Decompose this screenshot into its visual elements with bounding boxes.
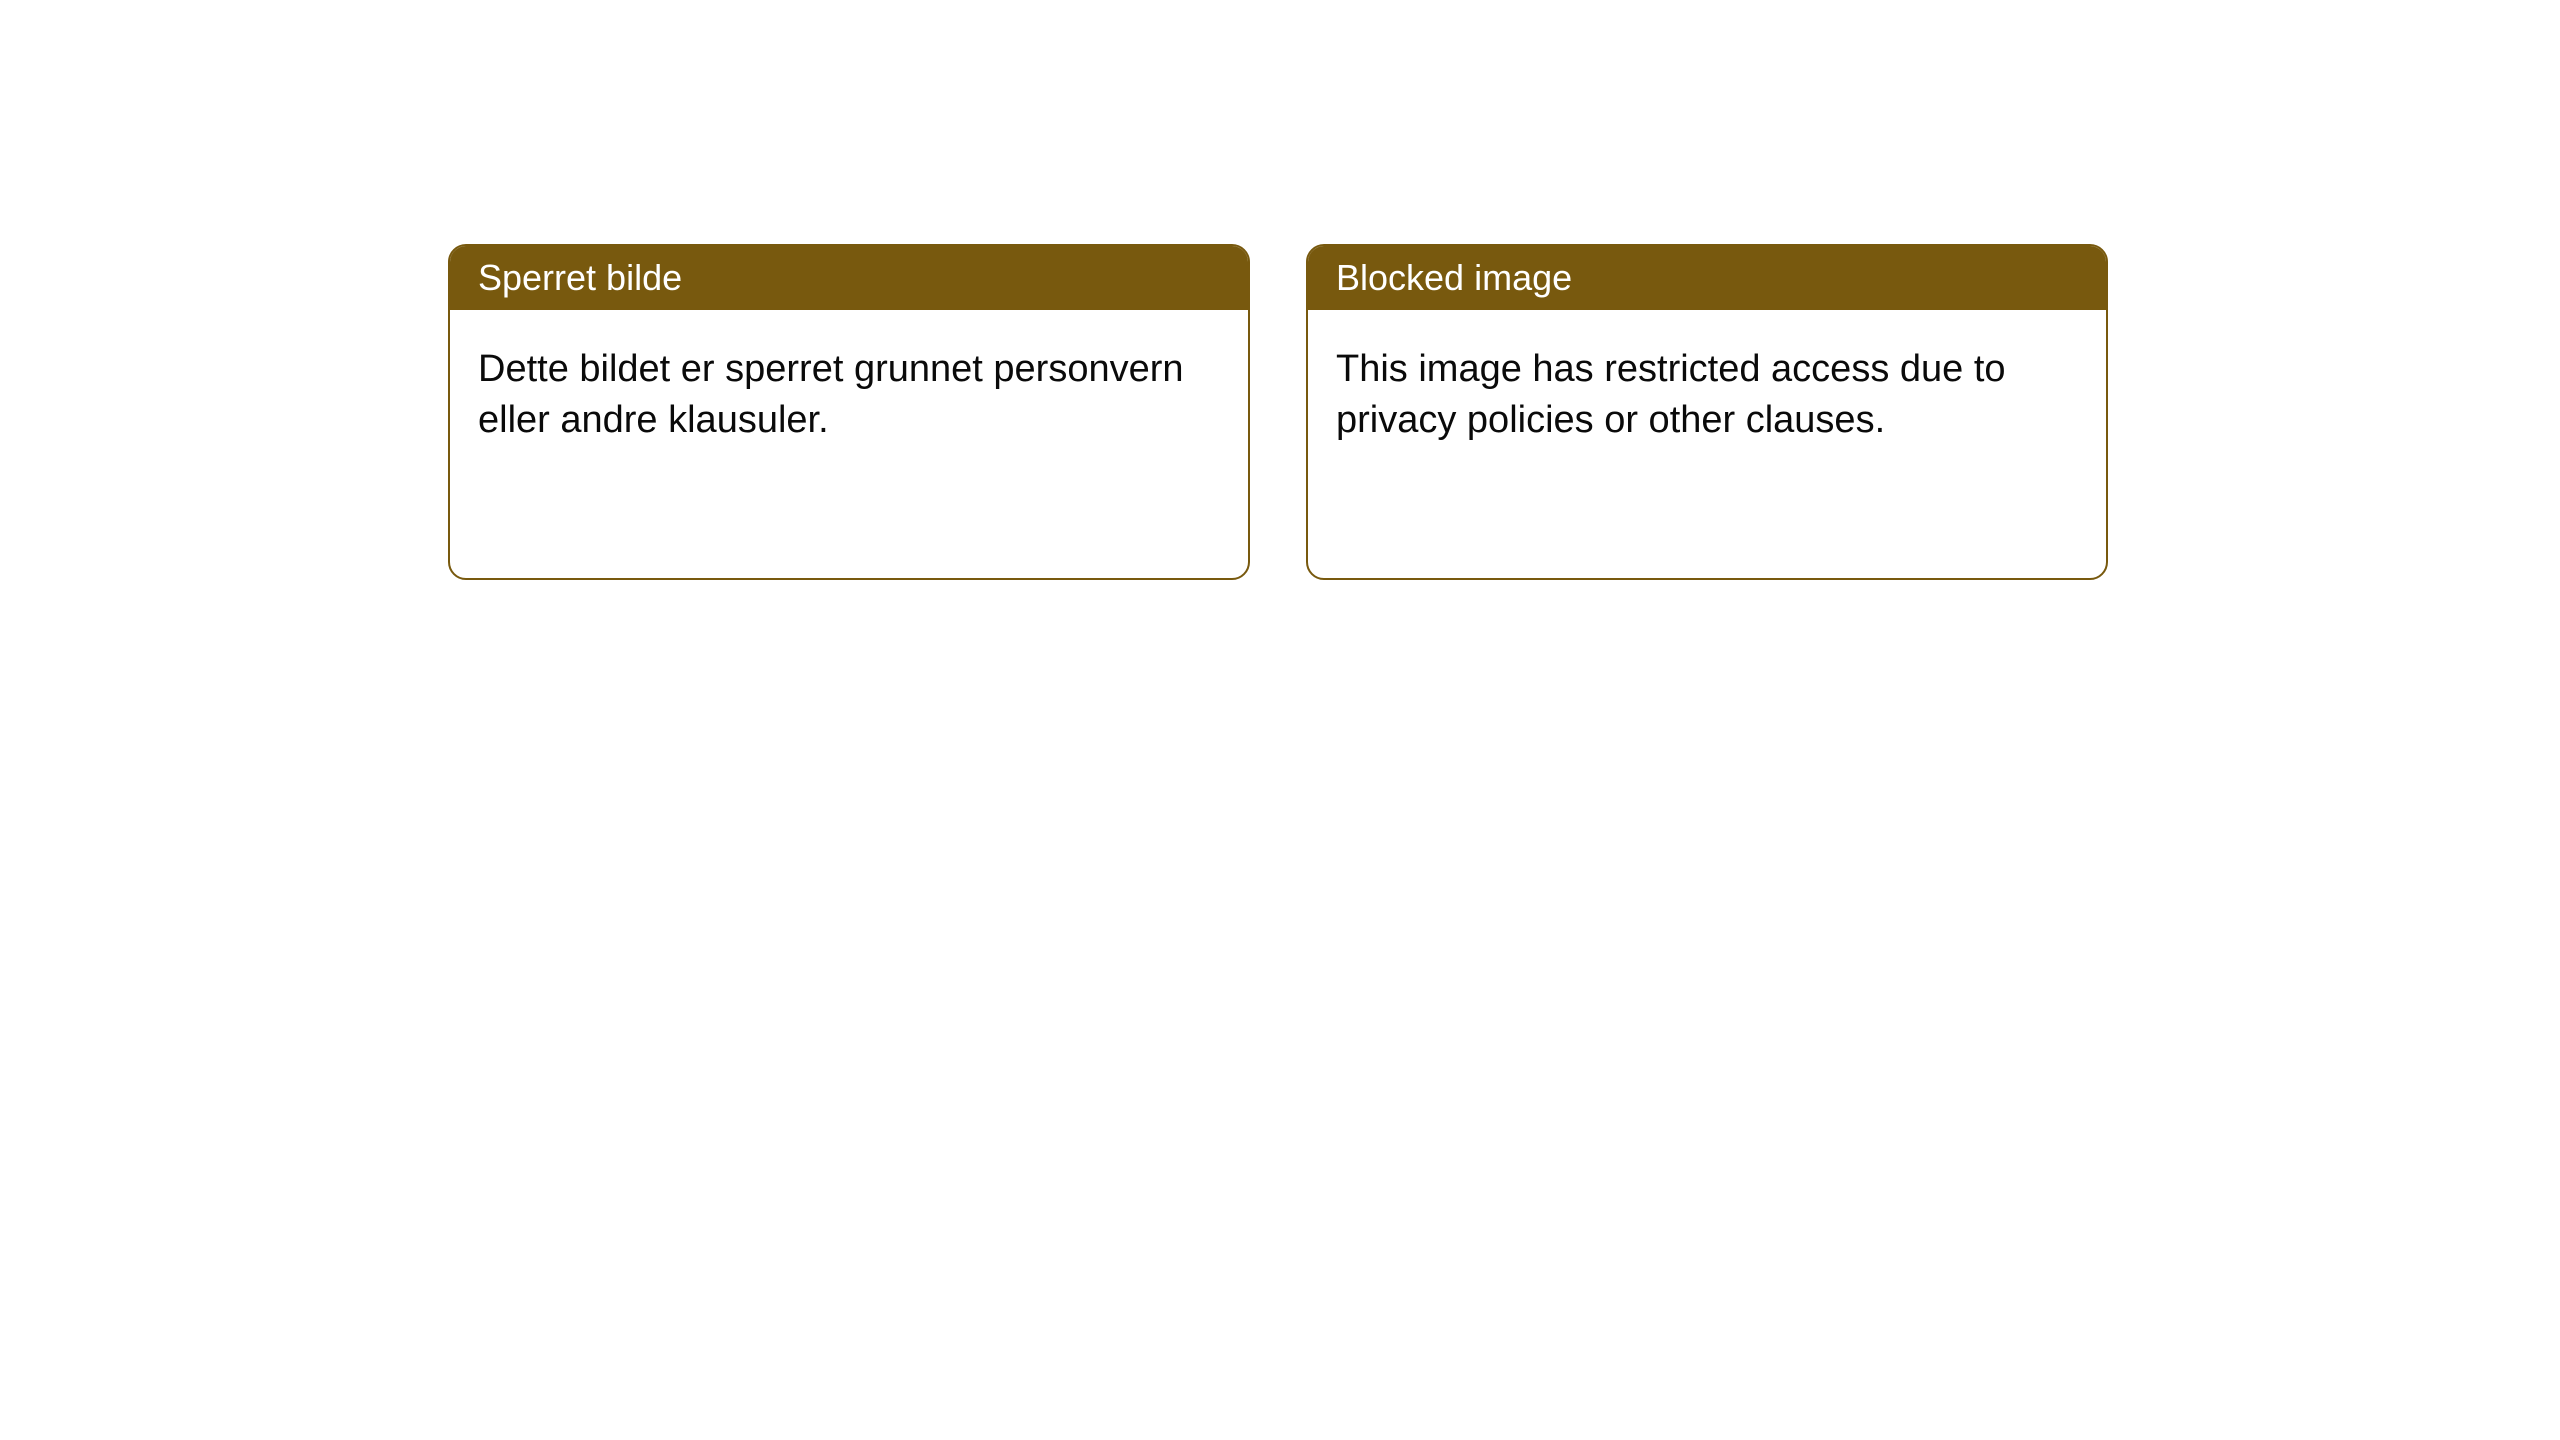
card-title-en: Blocked image [1336, 257, 1572, 298]
card-body-text-en: This image has restricted access due to … [1336, 348, 2006, 441]
card-title-no: Sperret bilde [478, 257, 682, 298]
notice-card-en: Blocked image This image has restricted … [1306, 244, 2108, 580]
notice-container: Sperret bilde Dette bildet er sperret gr… [448, 244, 2108, 580]
card-header-no: Sperret bilde [450, 246, 1248, 310]
card-body-no: Dette bildet er sperret grunnet personve… [450, 310, 1248, 481]
card-header-en: Blocked image [1308, 246, 2106, 310]
card-body-text-no: Dette bildet er sperret grunnet personve… [478, 348, 1184, 441]
card-body-en: This image has restricted access due to … [1308, 310, 2106, 481]
notice-card-no: Sperret bilde Dette bildet er sperret gr… [448, 244, 1250, 580]
